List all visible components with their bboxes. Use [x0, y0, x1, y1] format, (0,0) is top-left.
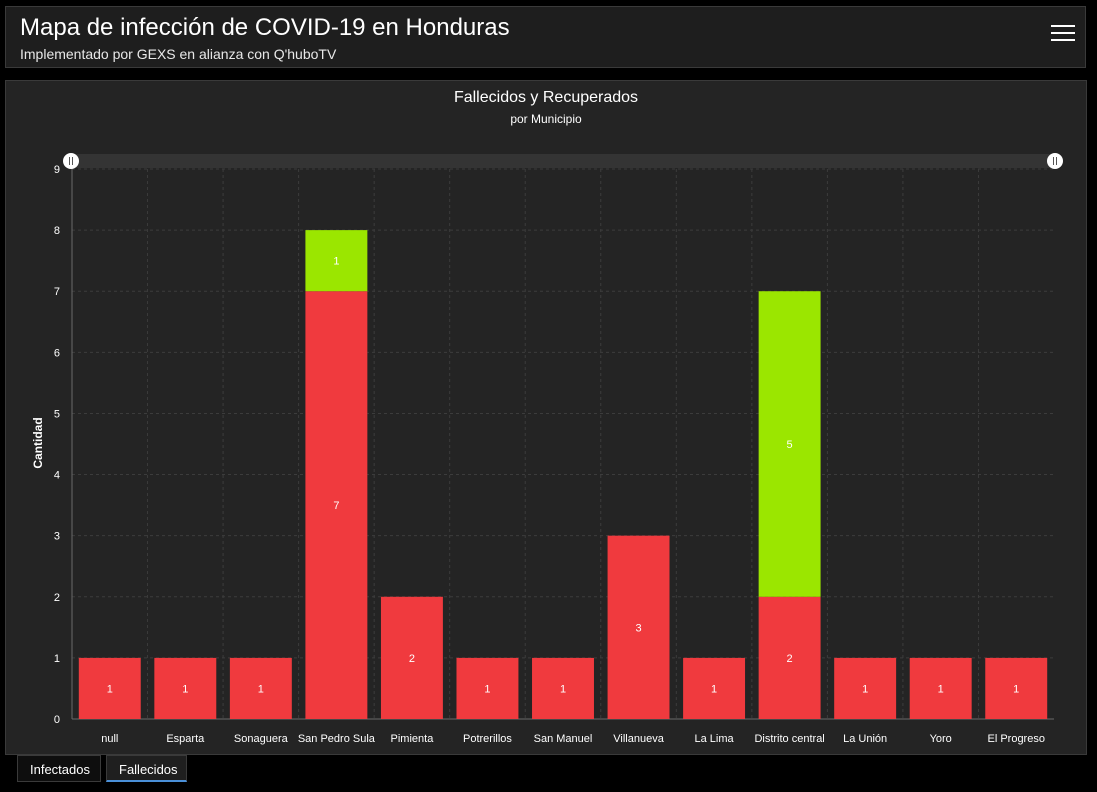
app-header: Mapa de infección de COVID-19 en Hondura…: [5, 6, 1086, 68]
bar-recuperados[interactable]: [305, 230, 368, 292]
bar-fallecidos[interactable]: [78, 657, 141, 719]
chart-subtitle: por Municipio: [510, 112, 582, 126]
y-axis-ticks: 0 1 2 3 4 5 6 7 8 9: [54, 164, 60, 726]
bar-fallecidos[interactable]: [229, 657, 292, 719]
x-tick-label: San Pedro Sula: [298, 733, 376, 745]
bars: 1 1 1 7 1 2 1 1 3 1 2 5 1 1 1: [78, 230, 1048, 719]
data-label: 1: [107, 683, 113, 695]
data-label: 1: [182, 683, 188, 695]
data-label: 2: [409, 653, 415, 665]
x-tick-label: La Unión: [843, 733, 887, 745]
bar-fallecidos[interactable]: [532, 657, 594, 719]
data-label: 1: [711, 683, 717, 695]
data-label: 1: [484, 683, 490, 695]
tab-infectados[interactable]: Infectados: [17, 755, 101, 782]
data-label: 1: [1013, 683, 1019, 695]
chart-panel: Fallecidos y Recuperados por Municipio C…: [5, 80, 1087, 755]
y-tick-label: 9: [54, 164, 60, 176]
bar-fallecidos[interactable]: [909, 657, 972, 719]
hamburger-menu-icon[interactable]: [1051, 25, 1075, 49]
bar-fallecidos[interactable]: [834, 657, 897, 719]
bar-recuperados[interactable]: [758, 291, 821, 597]
data-label: 3: [635, 622, 641, 634]
y-tick-label: 6: [54, 347, 60, 359]
data-label: 1: [862, 683, 868, 695]
y-tick-label: 1: [54, 653, 60, 665]
tab-fallecidos[interactable]: Fallecidos: [106, 755, 187, 782]
chart-grid: [71, 168, 1054, 720]
x-tick-label: San Manuel: [534, 733, 593, 745]
y-tick-label: 0: [54, 714, 60, 726]
data-label: 1: [560, 683, 566, 695]
bar-chart: Fallecidos y Recuperados por Municipio C…: [31, 89, 1063, 745]
data-label: 1: [938, 683, 944, 695]
y-tick-label: 5: [54, 408, 60, 420]
x-tick-label: El Progreso: [987, 733, 1044, 745]
x-tick-label: Potrerillos: [463, 733, 512, 745]
chart-title: Fallecidos y Recuperados: [454, 89, 638, 106]
bar-fallecidos[interactable]: [683, 657, 746, 719]
x-tick-label: Pimienta: [391, 733, 435, 745]
x-tick-label: Esparta: [166, 733, 205, 745]
bar-fallecidos[interactable]: [380, 596, 443, 719]
range-scroller[interactable]: [63, 153, 1063, 169]
x-tick-label: Villanueva: [613, 733, 664, 745]
x-tick-label: null: [101, 733, 118, 745]
scroller-handle-left[interactable]: [63, 153, 79, 169]
app-title: Mapa de infección de COVID-19 en Hondura…: [20, 14, 510, 41]
x-axis-ticks: null Esparta Sonaguera San Pedro Sula Pimien…: [101, 733, 1045, 745]
y-axis-label: Cantidad: [31, 417, 45, 468]
data-label: 1: [258, 683, 264, 695]
data-label: 5: [787, 439, 793, 451]
y-tick-label: 8: [54, 225, 60, 237]
bar-fallecidos[interactable]: [305, 291, 368, 719]
scroller-track[interactable]: [72, 154, 1054, 168]
bar-fallecidos[interactable]: [456, 657, 519, 719]
x-tick-label: Yoro: [930, 733, 952, 745]
x-tick-label: Sonaguera: [234, 733, 289, 745]
bar-fallecidos[interactable]: [607, 535, 670, 719]
x-tick-label: La Lima: [695, 733, 735, 745]
bar-fallecidos[interactable]: [154, 657, 217, 719]
y-tick-label: 3: [54, 531, 60, 543]
bar-fallecidos[interactable]: [758, 596, 821, 719]
y-tick-label: 7: [54, 286, 60, 298]
data-label: 7: [333, 500, 339, 512]
data-label: 1: [333, 256, 339, 268]
scroller-handle-right[interactable]: [1047, 153, 1063, 169]
y-tick-label: 4: [54, 470, 60, 482]
y-tick-label: 2: [54, 592, 60, 604]
data-label: 2: [787, 653, 793, 665]
app-subtitle: Implementado por GEXS en alianza con Q'h…: [20, 46, 337, 62]
x-tick-label: Distrito central: [754, 733, 824, 745]
bar-fallecidos[interactable]: [985, 657, 1048, 719]
